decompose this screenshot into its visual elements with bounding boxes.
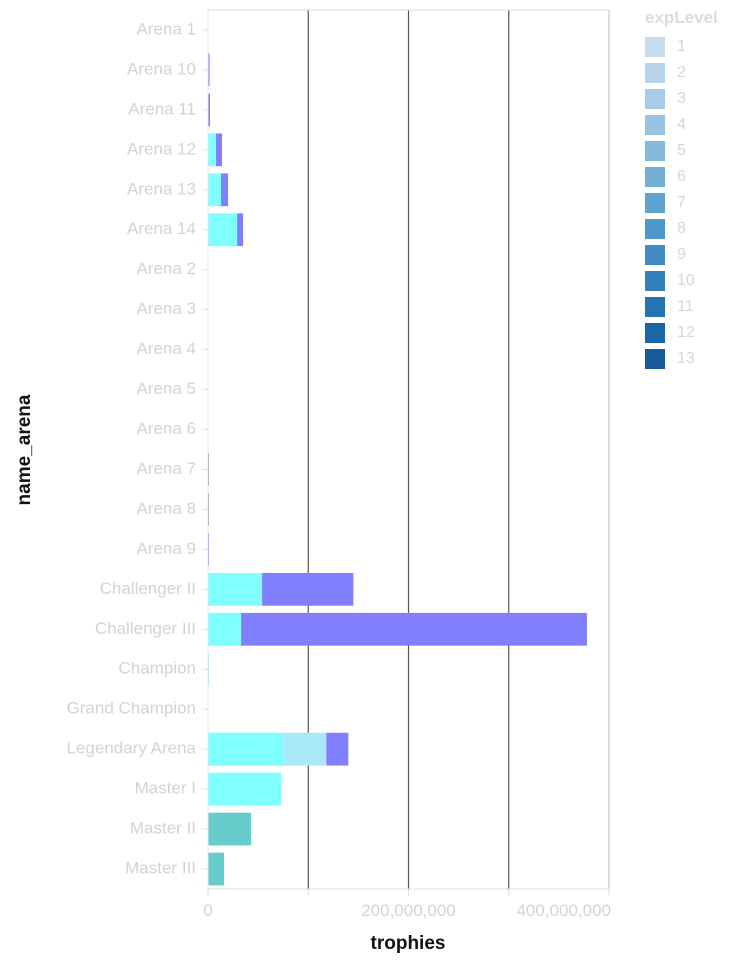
bar-segment-cyan xyxy=(208,732,285,766)
legend-swatch xyxy=(645,245,665,265)
y-tick-label: Challenger II xyxy=(100,579,196,598)
y-tick-label: Challenger III xyxy=(95,619,196,638)
stacked-bar-chart: Arena 1 Arena 10 Arena 11 Arena 12 Arena 13 A… xyxy=(14,9,611,954)
y-tick-label: Arena 7 xyxy=(136,459,196,478)
legend-label: 11 xyxy=(677,298,694,315)
legend-label: 3 xyxy=(677,90,686,107)
y-tick-label: Legendary Arena xyxy=(67,739,197,758)
x-tick-label: 0 xyxy=(203,901,212,920)
bar-segment-blue-violet xyxy=(221,173,229,207)
x-axis-title: trophies xyxy=(371,933,446,954)
legend-item: 6 xyxy=(645,164,718,190)
legend-item: 3 xyxy=(645,86,718,112)
legend-item: 13 xyxy=(645,346,718,372)
bar-segment-blue-violet xyxy=(208,53,210,87)
y-tick-label: Arena 3 xyxy=(136,299,196,318)
legend-items: 1 2 3 4 5 6 7 8 9 10 11 12 13 xyxy=(645,34,718,372)
y-tick-label: Arena 10 xyxy=(127,59,196,78)
legend-label: 10 xyxy=(677,272,695,289)
legend-swatch xyxy=(645,349,665,369)
bar-segment-gray xyxy=(208,453,210,486)
y-tick-label: Champion xyxy=(119,659,197,678)
legend-swatch xyxy=(645,141,665,161)
bars xyxy=(208,53,587,886)
bar-segment-cyan xyxy=(208,173,222,207)
legend-item: 10 xyxy=(645,268,718,294)
y-tick-label: Arena 8 xyxy=(136,499,196,518)
legend-swatch xyxy=(645,89,665,109)
bar-segment-blue-violet xyxy=(241,612,587,646)
legend-label: 9 xyxy=(677,246,686,263)
y-tick-label: Master III xyxy=(125,859,196,878)
legend-swatch xyxy=(645,63,665,83)
legend-item: 4 xyxy=(645,112,718,138)
bar-segment-cyan xyxy=(208,772,282,806)
y-axis-title: name_arena xyxy=(14,394,35,505)
legend-item: 5 xyxy=(645,138,718,164)
x-tick-label: 200,000,000 xyxy=(361,901,456,920)
y-tick-label: Arena 13 xyxy=(127,179,196,198)
legend-item: 9 xyxy=(645,242,718,268)
legend-label: 6 xyxy=(677,168,686,185)
y-tick-label: Arena 9 xyxy=(136,539,196,558)
y-axis: Arena 1 Arena 10 Arena 11 Arena 12 Arena 13 A… xyxy=(67,10,209,889)
legend-item: 8 xyxy=(645,216,718,242)
legend-swatch xyxy=(645,297,665,317)
bar-segment-blue-violet xyxy=(326,732,349,766)
legend-swatch xyxy=(645,323,665,343)
y-tick-label: Arena 11 xyxy=(128,99,196,118)
legend-label: 1 xyxy=(677,38,686,55)
legend-swatch xyxy=(645,37,665,57)
legend-label: 8 xyxy=(677,220,686,237)
bar-segment-blue-violet xyxy=(216,133,223,167)
legend-item: 12 xyxy=(645,320,718,346)
y-tick-label: Master II xyxy=(130,819,196,838)
y-tick-label: Arena 4 xyxy=(136,339,196,358)
bar-segment-cyan xyxy=(208,213,238,247)
bar-segment-cyan xyxy=(208,133,217,167)
legend-item: 7 xyxy=(645,190,718,216)
y-tick-label: Arena 6 xyxy=(136,419,196,438)
legend-label: 13 xyxy=(677,350,695,367)
x-gridlines xyxy=(307,10,610,889)
bar-segment-teal xyxy=(208,852,225,886)
legend-swatch xyxy=(645,271,665,291)
y-tick-label: Arena 14 xyxy=(127,219,196,238)
legend-item: 2 xyxy=(645,60,718,86)
legend-swatch xyxy=(645,167,665,187)
bar-segment-light-blue xyxy=(284,732,327,766)
y-tick-label: Master I xyxy=(135,779,196,798)
x-tick-label: 400,000,000 xyxy=(516,901,611,920)
bar-segment-cyan xyxy=(208,572,263,606)
legend-label: 7 xyxy=(677,194,686,211)
legend-title: expLevel xyxy=(645,8,718,27)
legend-label: 2 xyxy=(677,64,686,81)
legend-swatch xyxy=(645,115,665,135)
y-tick-label: Arena 5 xyxy=(136,379,196,398)
bar-segment-light-blue xyxy=(208,652,210,686)
bar-segment-blue-violet xyxy=(262,572,354,606)
y-tick-label: Arena 12 xyxy=(127,139,196,158)
legend-label: 4 xyxy=(677,116,686,133)
legend-item: 11 xyxy=(645,294,718,320)
legend-swatch xyxy=(645,193,665,213)
bar-segment-blue-violet xyxy=(208,93,211,127)
y-tick-label: Arena 2 xyxy=(136,259,196,278)
bar-segment-blue-violet xyxy=(237,213,244,247)
y-tick-label: Grand Champion xyxy=(67,699,196,718)
legend-item: 1 xyxy=(645,34,718,60)
bar-segment-gray xyxy=(208,493,210,526)
bar-segment-blue-violet xyxy=(208,533,210,566)
bar-segment-cyan xyxy=(208,612,242,646)
bar-segment-teal xyxy=(208,812,252,846)
y-tick-label: Arena 1 xyxy=(136,19,196,38)
legend-label: 5 xyxy=(677,142,686,159)
legend-label: 12 xyxy=(677,324,695,341)
legend: expLevel 1 2 3 4 5 6 7 8 9 10 11 12 13 xyxy=(645,8,718,372)
x-axis: 0 200,000,000 400,000,000 xyxy=(203,888,611,920)
legend-swatch xyxy=(645,219,665,239)
